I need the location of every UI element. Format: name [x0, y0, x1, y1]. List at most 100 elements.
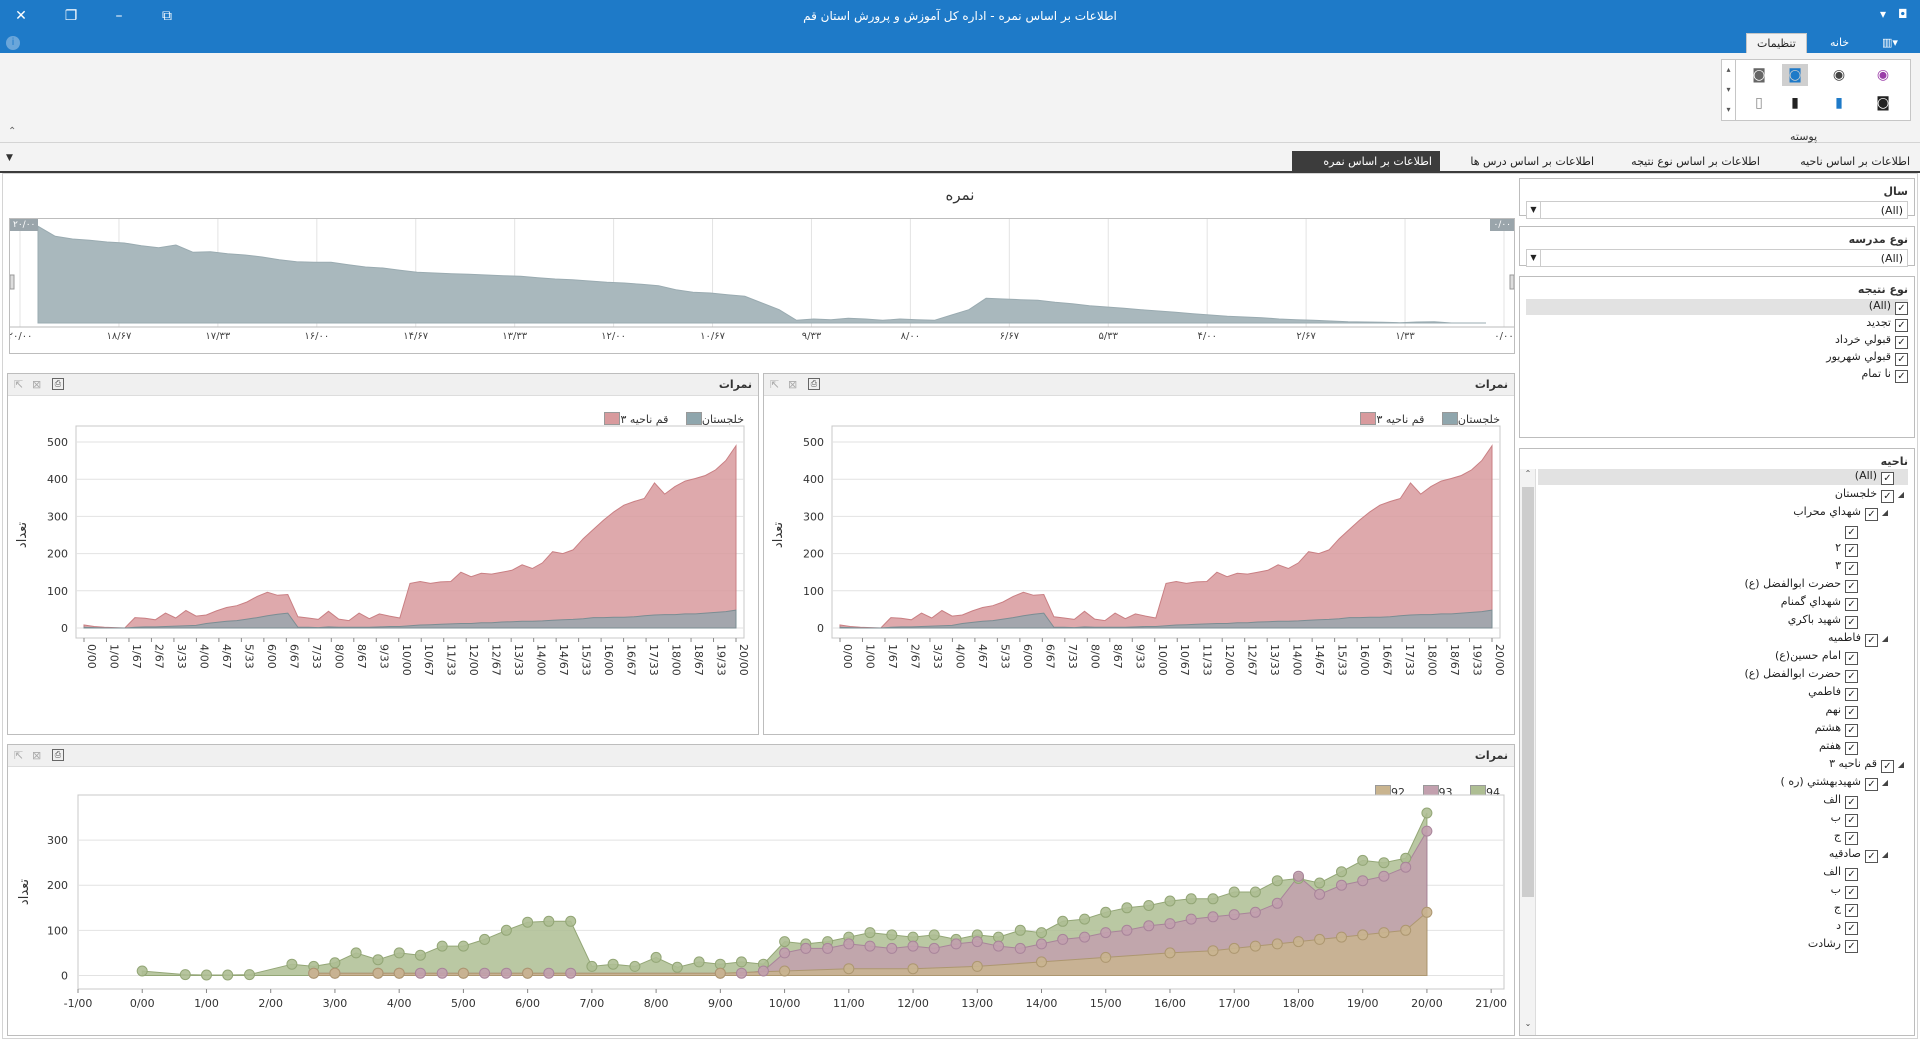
tree-node[interactable]: ◢✓ قم ناحیه ۳: [1829, 757, 1908, 773]
range-left-handle[interactable]: ۲۰/۰۰: [10, 219, 39, 231]
skin-office-blue-icon[interactable]: ◙: [1782, 64, 1808, 86]
tab-by-result-type[interactable]: اطلاعات بر اساس نوع نتیجه: [1631, 155, 1760, 168]
scroll-thumb[interactable]: [1522, 487, 1534, 897]
tree-node[interactable]: ✓۲: [1835, 541, 1872, 557]
ribbon-display-icon[interactable]: ⧉: [162, 8, 172, 24]
tree-node[interactable]: ✓ الف: [1823, 793, 1872, 809]
drill-up-icon[interactable]: ⇱: [770, 378, 780, 391]
expand-arrow-icon[interactable]: ◢: [1881, 850, 1889, 859]
skin-blue-icon[interactable]: ▮: [1835, 95, 1843, 111]
tree-node[interactable]: ✓ امام حسين(ع): [1775, 649, 1872, 665]
expand-arrow-icon[interactable]: ◢: [1897, 760, 1905, 769]
tree-node[interactable]: ✓ حضرت ابوالفضل (ع): [1744, 667, 1872, 683]
range-filter[interactable]: ۲۰/۰۰ ۱۸/۶۷ ۱۷/۳۳ ۱۶/۰۰ ۱۴/۶۷ ۱۳/۳۳ ۱۲/۰۰ ۱۰/۶۷…: [9, 218, 1515, 354]
tree-node[interactable]: ◢✓ شهداي محراب: [1793, 505, 1892, 521]
checkbox[interactable]: ✓: [1845, 562, 1858, 575]
checkbox[interactable]: ✓: [1865, 850, 1878, 863]
close-icon[interactable]: ✕: [15, 8, 27, 24]
clear-filter-icon[interactable]: ⊠: [788, 378, 798, 391]
tree-node[interactable]: ◢✓ شهيدبهشتي (ره ): [1781, 775, 1892, 791]
tree-node[interactable]: ✓ (All): [1538, 469, 1908, 485]
result-type-item[interactable]: ✓ (All): [1526, 299, 1908, 315]
result-type-item[interactable]: ✓ تجدید: [1866, 316, 1908, 332]
chevron-down-icon[interactable]: ▼: [1527, 250, 1541, 266]
checkbox[interactable]: ✓: [1845, 670, 1858, 683]
minimize-icon[interactable]: –: [115, 8, 123, 24]
gallery-up-icon[interactable]: ▴: [1726, 65, 1731, 74]
checkbox[interactable]: ✓: [1895, 370, 1908, 383]
tree-node[interactable]: ✓ج: [1834, 901, 1872, 917]
skin-black-icon[interactable]: ▮: [1791, 95, 1799, 111]
legend-item-khalajestan[interactable]: خلجستان: [682, 412, 744, 426]
quick-access-icon[interactable]: ▾: [1880, 7, 1887, 21]
skin-office-white-icon[interactable]: ◙: [1752, 67, 1766, 83]
checkbox[interactable]: ✓: [1895, 336, 1908, 349]
clear-filter-icon[interactable]: ⊠: [32, 749, 42, 762]
score-area-chart-right[interactable]: 0 100 200 300 400 500 تعداد 0/00 1/00 1/67 2/67 3/3…: [764, 404, 1514, 734]
gallery-more-icon[interactable]: ▾: [1726, 105, 1731, 114]
checkbox[interactable]: ✓: [1865, 778, 1878, 791]
tab-by-score[interactable]: اطلاعات بر اساس نمره ✕: [1292, 151, 1440, 191]
tree-node[interactable]: ✓ شهيد باكري: [1788, 613, 1872, 629]
checkbox[interactable]: ✓: [1845, 580, 1858, 593]
skin-office-purple-icon[interactable]: ◉: [1876, 67, 1890, 83]
school-type-combobox[interactable]: (All) ▼: [1526, 249, 1908, 267]
tabs-dropdown-icon[interactable]: ▼: [6, 153, 13, 163]
checkbox[interactable]: ✓: [1845, 796, 1858, 809]
result-type-item[interactable]: ✓ قبولي شهريور: [1826, 350, 1908, 366]
tree-node[interactable]: ✓ب: [1831, 811, 1872, 827]
tree-node[interactable]: ◢✓ فاطميه: [1828, 631, 1892, 647]
tree-node[interactable]: ✓ج: [1834, 829, 1872, 845]
checkbox[interactable]: ✓: [1845, 868, 1858, 881]
tree-scrollbar[interactable]: ⌃ ⌄: [1520, 469, 1536, 1035]
checkbox[interactable]: ✓: [1865, 508, 1878, 521]
checkbox[interactable]: ✓: [1845, 814, 1858, 827]
score-scatter-area-chart[interactable]: 0 100 200 300 تعداد -1/00 0/00 1/00 2/00 3/00 4/00…: [8, 775, 1514, 1035]
tree-node[interactable]: ✓ نهم: [1826, 703, 1872, 719]
chevron-down-icon[interactable]: ▼: [1527, 202, 1541, 218]
checkbox[interactable]: ✓: [1845, 940, 1858, 953]
checkbox[interactable]: ✓: [1845, 886, 1858, 899]
checkbox[interactable]: ✓: [1845, 598, 1858, 611]
tree-node[interactable]: ✓ الف: [1823, 865, 1872, 881]
scroll-up-icon[interactable]: ⌃: [1524, 469, 1532, 478]
checkbox[interactable]: ✓: [1845, 544, 1858, 557]
tree-node[interactable]: ✓۳: [1835, 559, 1872, 575]
tree-node[interactable]: ✓ هشتم: [1815, 721, 1872, 737]
checkbox[interactable]: ✓: [1895, 319, 1908, 332]
collapse-ribbon-icon[interactable]: ⌃: [8, 126, 17, 137]
checkbox[interactable]: ✓: [1845, 904, 1858, 917]
tree-node[interactable]: ✓ هفتم: [1819, 739, 1872, 755]
result-type-item[interactable]: ✓نا تمام: [1862, 367, 1908, 383]
legend-item-khalajestan[interactable]: خلجستان: [1438, 412, 1500, 426]
checkbox[interactable]: ✓: [1865, 634, 1878, 647]
tree-node[interactable]: ◢✓ خلجستان: [1835, 487, 1908, 503]
legend-item-qom3[interactable]: قم ناحیه ۳: [1356, 412, 1424, 426]
clear-filter-icon[interactable]: ⊠: [32, 378, 42, 391]
restore-icon[interactable]: ❐: [64, 8, 78, 24]
layout-icon[interactable]: ▥▾: [1882, 36, 1898, 49]
checkbox[interactable]: ✓: [1845, 922, 1858, 935]
tree-node[interactable]: ✓ شهداي گمنام: [1781, 595, 1872, 611]
card-export-icon[interactable]: ⎙: [52, 378, 64, 390]
skin-office-dark-icon[interactable]: ◉: [1832, 67, 1846, 83]
info-icon[interactable]: i: [6, 36, 20, 50]
drill-up-icon[interactable]: ⇱: [14, 378, 24, 391]
year-combobox[interactable]: (All) ▼: [1526, 201, 1908, 219]
gallery-down-icon[interactable]: ▾: [1726, 85, 1731, 94]
tab-settings[interactable]: تنظیمات: [1746, 33, 1807, 53]
checkbox[interactable]: ✓: [1895, 353, 1908, 366]
tab-by-region[interactable]: اطلاعات بر اساس ناحیه: [1800, 155, 1910, 168]
tab-home[interactable]: خانه: [1830, 36, 1850, 49]
tree-node[interactable]: ✓ رشادت: [1808, 937, 1872, 953]
checkbox[interactable]: ✓: [1845, 652, 1858, 665]
result-type-item[interactable]: ✓ قبولي خرداد: [1835, 333, 1908, 349]
tree-node[interactable]: ✓ فاطمي: [1808, 685, 1872, 701]
expand-arrow-icon[interactable]: ◢: [1897, 490, 1905, 499]
tree-node[interactable]: ✓ب: [1831, 883, 1872, 899]
skin-dark-icon[interactable]: ◙: [1876, 95, 1890, 111]
drill-up-icon[interactable]: ⇱: [14, 749, 24, 762]
checkbox[interactable]: ✓: [1881, 472, 1894, 485]
checkbox[interactable]: ✓: [1845, 742, 1858, 755]
scroll-down-icon[interactable]: ⌄: [1524, 1019, 1532, 1028]
